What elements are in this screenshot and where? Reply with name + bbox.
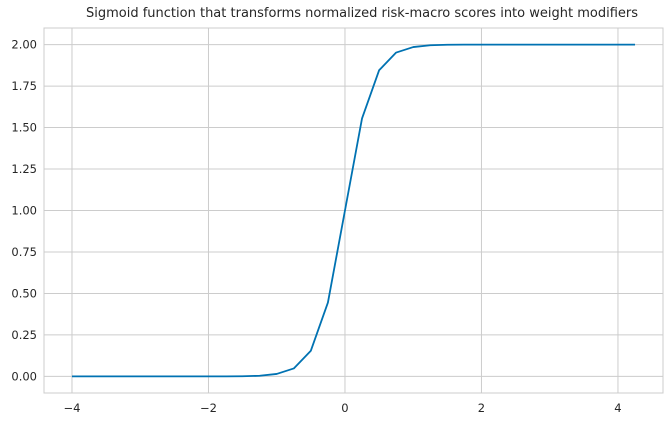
x-tick-label: −2 — [200, 401, 217, 415]
chart-title: Sigmoid function that transforms normali… — [86, 6, 638, 21]
y-tick-label: 0.25 — [11, 328, 37, 342]
y-tick-label: 0.75 — [11, 245, 37, 259]
x-tick-label: 4 — [614, 401, 621, 415]
y-tick-label: 0.00 — [11, 369, 37, 383]
series-layer — [71, 43, 636, 378]
grid-lines — [44, 28, 663, 393]
y-tick-label: 2.00 — [11, 38, 37, 52]
x-tick-label: 2 — [478, 401, 485, 415]
tick-labels: −4 −2 0 2 4 0.00 0.25 0.50 0.75 1.00 1.25 1.50 1.75 2… — [11, 38, 621, 415]
y-tick-label: 1.25 — [11, 162, 37, 176]
y-tick-label: 0.50 — [11, 286, 37, 300]
x-tick-label: 0 — [341, 401, 348, 415]
y-tick-label: 1.75 — [11, 79, 37, 93]
sigmoid-line — [71, 43, 636, 378]
x-tick-label: −4 — [64, 401, 81, 415]
y-tick-label: 1.00 — [11, 204, 37, 218]
y-tick-label: 1.50 — [11, 121, 37, 135]
